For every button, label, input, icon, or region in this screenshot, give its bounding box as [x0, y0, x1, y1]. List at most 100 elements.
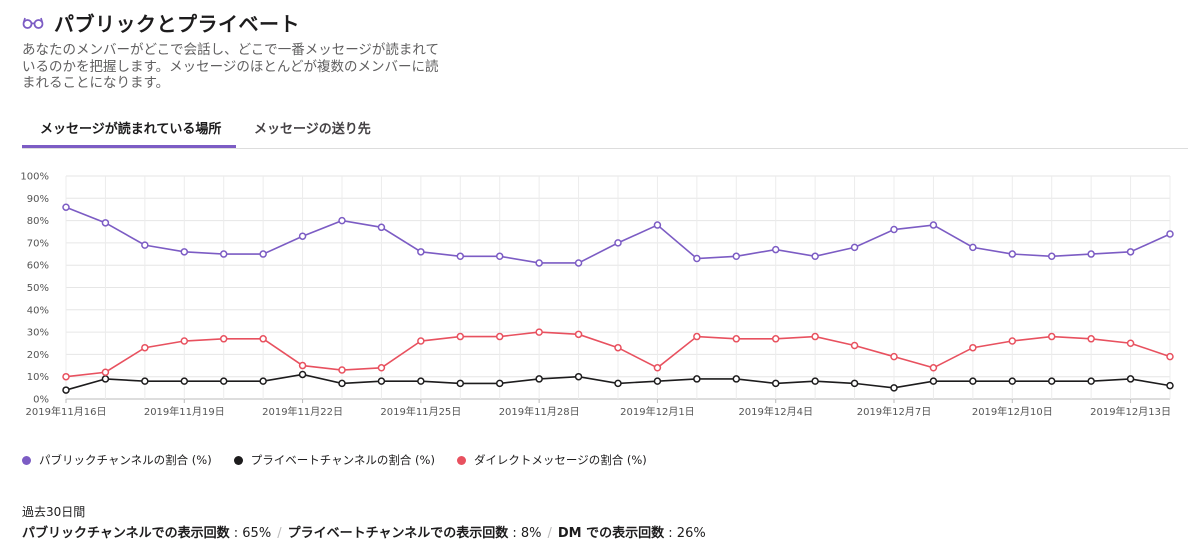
legend-label-private: プライベートチャンネルの割合 (%) — [250, 453, 435, 467]
active-tab-indicator — [22, 145, 236, 148]
data-point-public — [850, 243, 859, 252]
data-point-public — [929, 221, 938, 229]
summary-public-label: パブリックチャンネルでの表示回数 — [22, 526, 230, 541]
data-point-public — [1047, 252, 1056, 261]
data-point-private — [1087, 377, 1095, 385]
data-point-dm — [771, 335, 780, 343]
summary-stats: パブリックチャンネルでの表示回数 : 65% / プライベートチャンネルでの表示回数… — [22, 526, 706, 541]
data-point-dm — [811, 332, 819, 341]
data-point-public — [298, 232, 307, 240]
data-point-private — [417, 377, 425, 385]
glasses-icon — [22, 17, 44, 29]
data-point-public — [614, 239, 622, 247]
data-point-private — [811, 377, 819, 385]
data-point-private — [890, 384, 898, 392]
data-point-private — [101, 375, 110, 383]
x-tick-label: 2019年12月4日 — [738, 405, 813, 418]
data-point-dm — [693, 332, 701, 341]
x-tick-label: 2019年12月13日 — [1090, 405, 1171, 418]
data-point-public — [1087, 250, 1095, 258]
data-point-dm — [141, 343, 149, 352]
data-point-dm — [850, 341, 859, 350]
data-point-private — [219, 377, 228, 385]
legend-item-dm: ダイレクトメッセージの割合 (%) — [456, 452, 647, 468]
summary-private-label: プライベートチャンネルでの表示回数 — [287, 526, 509, 541]
y-tick-label: 60% — [27, 261, 49, 272]
data-point-private — [1047, 377, 1056, 385]
data-point-dm — [1126, 339, 1135, 347]
y-tick-label: 30% — [27, 328, 49, 339]
data-point-private — [969, 377, 977, 385]
x-tick-label: 2019年11月22日 — [262, 405, 343, 418]
data-point-public — [180, 248, 189, 256]
tab-sent-to[interactable]: メッセージの送り先 — [254, 122, 371, 137]
data-point-dm — [495, 332, 504, 341]
data-point-dm — [219, 335, 228, 343]
data-point-public — [771, 245, 780, 254]
y-tick-label: 70% — [27, 238, 49, 249]
data-point-dm — [298, 361, 307, 370]
data-point-dm — [456, 332, 465, 341]
line-chart: 0% 10% 20% 30% 40% 50% 60% 70% 80% 90% 100% 2019年11… — [20, 172, 1174, 418]
period-label: 過去30日間 — [22, 505, 86, 519]
data-point-dm — [614, 343, 622, 352]
data-point-public — [1126, 248, 1135, 256]
data-point-dm — [377, 364, 386, 372]
data-point-dm — [259, 335, 267, 343]
data-point-dm — [969, 343, 977, 352]
x-tick-label: 2019年11月16日 — [26, 405, 107, 418]
data-point-public — [811, 252, 819, 261]
data-point-dm — [890, 352, 898, 361]
data-point-public — [259, 250, 267, 258]
x-tick-label: 2019年12月10日 — [972, 405, 1053, 418]
data-point-public — [890, 225, 898, 234]
data-point-dm — [180, 337, 189, 345]
tab-where-read[interactable]: メッセージが読まれている場所 — [40, 122, 222, 137]
x-tick-label: 2019年11月25日 — [380, 405, 461, 418]
data-point-private — [141, 377, 149, 385]
data-point-public — [141, 241, 149, 249]
legend-item-private: プライベートチャンネルの割合 (%) — [233, 452, 435, 468]
data-point-public — [377, 223, 386, 232]
y-tick-label: 0% — [33, 395, 49, 406]
data-point-private — [535, 375, 543, 383]
data-point-dm — [417, 337, 425, 345]
page-title: パブリックとプライベート — [54, 12, 300, 36]
data-point-dm — [1008, 337, 1017, 345]
summary-dm-value: 26% — [676, 526, 706, 541]
data-point-public — [574, 259, 583, 267]
legend-label-dm: ダイレクトメッセージの割合 (%) — [473, 453, 647, 467]
data-point-private — [456, 379, 465, 388]
chart-legend: パブリックチャンネルの割合 (%) プライベートチャンネルの割合 (%) ダイレ… — [22, 452, 669, 468]
data-point-dm — [574, 330, 583, 339]
data-point-public — [693, 254, 701, 263]
data-point-dm — [1087, 335, 1095, 343]
data-point-private — [298, 370, 307, 379]
data-point-private — [338, 379, 346, 388]
data-point-public — [969, 243, 977, 252]
data-point-public — [653, 221, 662, 229]
section-header: パブリックとプライベート — [22, 8, 300, 37]
y-tick-label: 40% — [27, 305, 49, 316]
data-point-private — [1126, 375, 1135, 383]
data-point-private — [850, 379, 859, 388]
data-point-public — [535, 259, 543, 267]
x-tick-label: 2019年12月1日 — [620, 405, 695, 418]
data-point-private — [259, 377, 267, 385]
data-point-dm — [1166, 352, 1174, 361]
summary-private-value: 8% — [520, 526, 542, 541]
data-point-public — [417, 248, 425, 256]
x-tick-label: 2019年11月28日 — [499, 405, 580, 418]
data-point-dm — [1047, 332, 1056, 341]
y-tick-label: 50% — [27, 283, 49, 294]
data-point-private — [574, 372, 583, 381]
legend-item-public: パブリックチャンネルの割合 (%) — [22, 452, 212, 468]
legend-dot-dm — [456, 455, 466, 465]
data-point-dm — [653, 364, 662, 372]
data-point-public — [219, 250, 228, 258]
data-point-public — [1008, 250, 1017, 258]
data-point-dm — [732, 335, 741, 343]
data-point-private — [1166, 381, 1174, 390]
data-point-private — [693, 375, 701, 383]
section-description: あなたのメンバーがどこで会話し、どこで一番メッセージが読まれているのかを把握しま… — [22, 42, 440, 91]
